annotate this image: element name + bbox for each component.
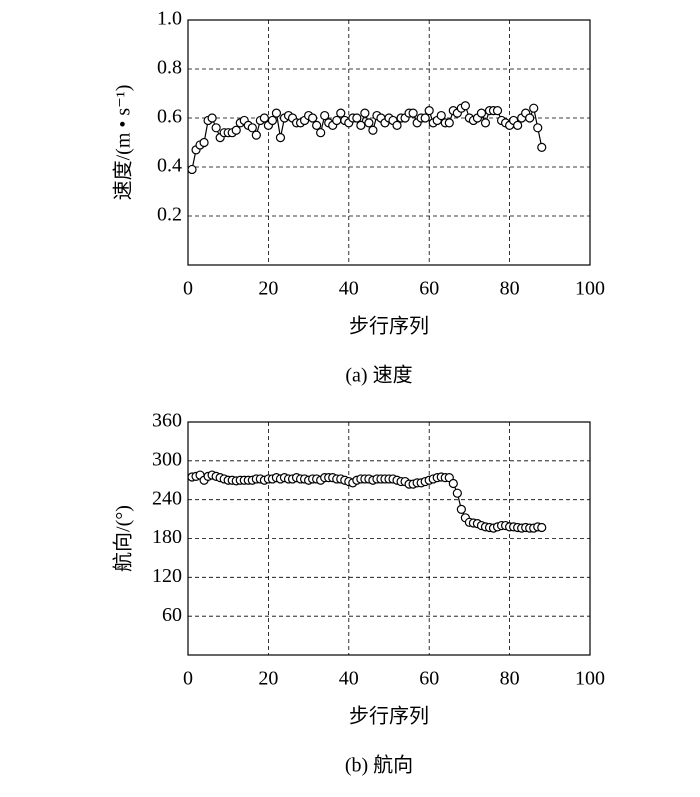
- data-point: [456, 504, 466, 514]
- data-point: [312, 120, 322, 130]
- data-point: [211, 123, 221, 133]
- data-point: [320, 110, 330, 121]
- data-point: [356, 120, 366, 130]
- data-point: [480, 118, 491, 128]
- data-point: [332, 115, 342, 126]
- data-point: [352, 113, 362, 123]
- y-axis-title: 速度/(m • s⁻¹): [112, 85, 135, 201]
- data-point: [316, 128, 326, 138]
- x-tick-label: 40: [339, 278, 359, 300]
- y-axis-title: 航向/(°): [112, 505, 135, 572]
- caption: (b) 航向: [345, 754, 413, 777]
- data-point: [368, 125, 378, 135]
- data-point: [460, 101, 470, 111]
- data-point: [408, 108, 418, 118]
- y-tick-label: 120: [152, 565, 182, 587]
- y-tick-label: 0.8: [157, 57, 182, 79]
- x-tick-label: 0: [183, 278, 193, 300]
- x-tick-label: 60: [419, 668, 439, 690]
- data-point: [187, 164, 197, 175]
- caption: (a) 速度: [345, 364, 412, 387]
- data-point: [336, 108, 346, 118]
- x-tick-label: 20: [258, 278, 278, 300]
- x-tick-label: 60: [419, 278, 439, 300]
- x-axis-title: 步行序列: [349, 315, 429, 338]
- data-point: [424, 106, 434, 116]
- data-point: [533, 123, 543, 133]
- data-point: [364, 118, 374, 128]
- data-point: [199, 137, 209, 148]
- y-tick-label: 0.6: [157, 106, 182, 128]
- x-tick-label: 80: [500, 668, 520, 690]
- data-point: [267, 115, 278, 126]
- data-point: [251, 130, 261, 140]
- x-tick-label: 100: [575, 278, 605, 300]
- data-point: [360, 108, 370, 118]
- data-point: [436, 110, 446, 121]
- data-point: [448, 478, 458, 489]
- data-point: [308, 113, 318, 123]
- x-tick-label: 40: [339, 668, 359, 690]
- x-tick-label: 80: [500, 278, 520, 300]
- data-point: [271, 108, 282, 118]
- y-tick-label: 360: [152, 410, 182, 432]
- data-point: [529, 103, 539, 113]
- data-point: [275, 133, 286, 143]
- data-point: [452, 488, 462, 498]
- x-tick-label: 0: [183, 668, 193, 690]
- data-point: [231, 125, 241, 135]
- data-point: [492, 106, 503, 116]
- x-axis-title: 步行序列: [349, 705, 429, 728]
- data-point: [444, 118, 454, 128]
- y-tick-label: 0.4: [157, 155, 182, 177]
- data-point: [207, 113, 217, 123]
- plot-frame: [187, 19, 591, 266]
- data-point: [513, 120, 523, 130]
- data-point: [247, 123, 257, 133]
- y-tick-label: 1.0: [157, 8, 182, 30]
- plot-frame: [187, 421, 591, 656]
- data-point: [392, 120, 402, 130]
- y-tick-label: 0.2: [157, 204, 182, 226]
- data-point: [420, 113, 430, 123]
- x-tick-label: 100: [575, 668, 605, 690]
- y-tick-label: 300: [152, 448, 182, 470]
- data-point: [259, 113, 269, 123]
- y-tick-label: 180: [152, 526, 182, 548]
- data-point: [525, 113, 535, 123]
- data-point: [476, 108, 487, 118]
- y-tick-label: 240: [152, 487, 182, 509]
- data-point: [537, 142, 547, 152]
- y-tick-label: 60: [162, 604, 182, 626]
- x-tick-label: 20: [258, 668, 278, 690]
- data-point: [537, 522, 547, 533]
